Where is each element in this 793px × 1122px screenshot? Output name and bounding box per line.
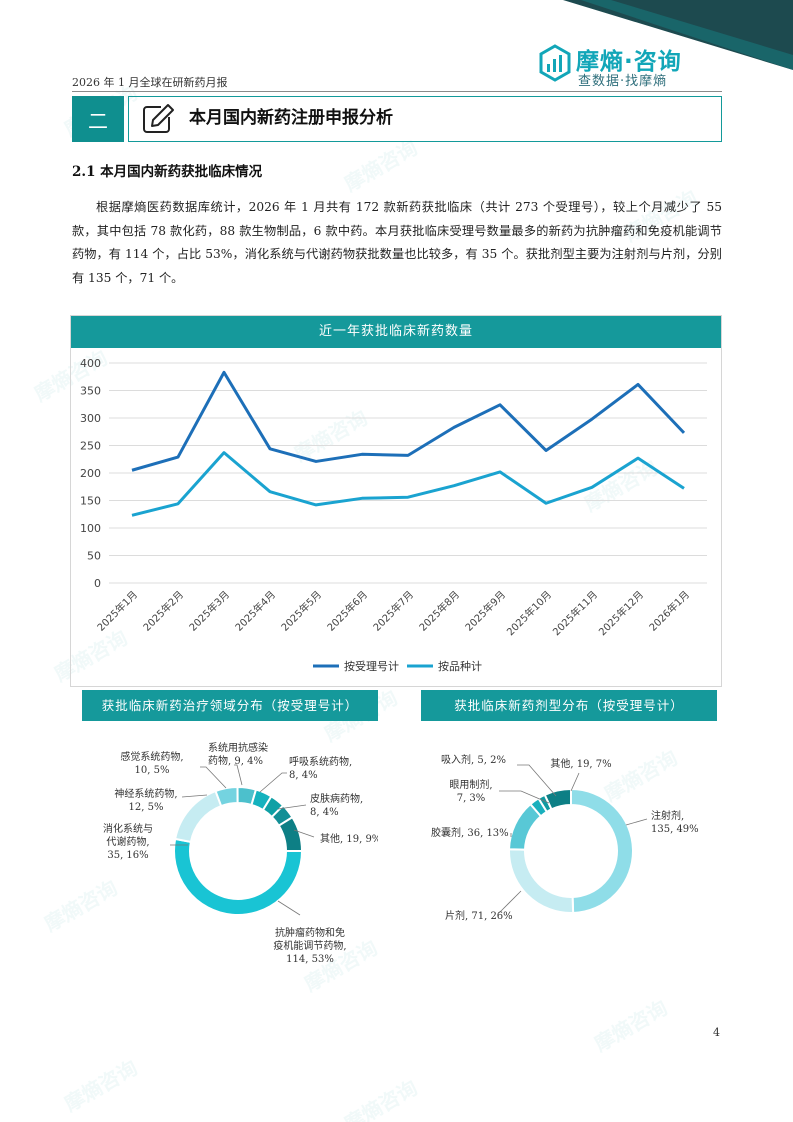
donut-label: 7, 3% xyxy=(457,793,486,804)
logo-name: 摩熵·咨询 xyxy=(576,49,682,75)
subsection-heading: 2.1 本月国内新药获批临床情况 xyxy=(72,164,263,180)
page-number: 4 xyxy=(713,1026,720,1039)
therapeutic-area-title: 获批临床新药治疗领域分布（按受理号计） xyxy=(82,690,378,721)
edit-pencil-icon xyxy=(143,104,174,133)
x-tick-label: 2026年1月 xyxy=(646,588,692,634)
leader-line xyxy=(625,818,648,826)
y-tick-label: 350 xyxy=(80,385,101,398)
donut-label: 消化系统与 xyxy=(103,822,153,835)
leader-line xyxy=(234,764,243,786)
report-title: 2026 年 1 月全球在研新药月报 xyxy=(72,76,228,89)
leader-line xyxy=(277,900,301,916)
x-tick-label: 2025年3月 xyxy=(186,588,232,634)
leader-line xyxy=(181,794,208,798)
x-tick-label: 2025年4月 xyxy=(232,588,278,634)
y-tick-label: 100 xyxy=(80,522,101,535)
series-line-2 xyxy=(131,451,685,517)
leader-line xyxy=(499,790,550,804)
section-title: 本月国内新药注册申报分析 xyxy=(189,108,393,128)
x-tick-label: 2025年1月 xyxy=(94,588,140,634)
donut-label: 其他, 19, 7% xyxy=(550,757,611,770)
y-tick-label: 300 xyxy=(80,412,101,425)
leader-line xyxy=(293,829,315,838)
y-tick-label: 150 xyxy=(80,495,101,508)
donut-label: 8, 4% xyxy=(289,770,318,781)
x-tick-label: 2025年2月 xyxy=(140,588,186,634)
donut-label: 114, 53% xyxy=(286,954,334,965)
section-number: 二 xyxy=(72,96,124,142)
series-line-1 xyxy=(131,370,686,472)
x-tick-label: 2025年7月 xyxy=(370,588,416,634)
donut-label: 眼用制剂, xyxy=(449,778,492,791)
leader-line xyxy=(259,772,287,793)
x-tick-label: 2025年9月 xyxy=(462,588,508,634)
y-tick-label: 400 xyxy=(80,357,101,370)
logo-slogan: 查数据·找摩熵 xyxy=(578,74,668,89)
leader-line xyxy=(517,764,557,797)
summary-paragraph: 根据摩熵医药数据库统计，2026 年 1 月共有 172 款新药获批临床（共计 … xyxy=(72,200,722,285)
dosage-form-donut: 吸入剂, 5, 2% 其他, 19, 7% 眼用制剂, 7, 3% 注射剂, 135, 4… xyxy=(431,753,699,922)
dosage-form-panel: 获批临床新药剂型分布（按受理号计） xyxy=(421,690,717,990)
x-tick-label: 2025年5月 xyxy=(278,588,324,634)
leader-line xyxy=(200,766,227,789)
donut-label: 8, 4% xyxy=(310,807,339,818)
y-tick-label: 250 xyxy=(80,440,101,453)
line-chart-panel: 近一年获批临床新药数量 0 50 100 150 200 250 300 350 400 2025… xyxy=(70,315,722,687)
logo-mark-icon xyxy=(539,44,571,82)
legend-label: 按品种计 xyxy=(438,659,482,673)
section-title-box: 本月国内新药注册申报分析 xyxy=(128,96,722,142)
donut-label: 注射剂, xyxy=(651,809,684,822)
leader-line xyxy=(570,772,580,792)
donut-label: 药物, 9, 4% xyxy=(208,754,263,767)
company-logo: 摩熵·咨询 查数据·找摩熵 xyxy=(538,42,708,89)
donut-label: 胶囊剂, 36, 13% xyxy=(431,826,509,839)
leader-line xyxy=(277,804,307,810)
x-tick-label: 2025年11月 xyxy=(550,588,600,638)
donut-label: 片剂, 71, 26% xyxy=(445,909,513,922)
dosage-form-title: 获批临床新药剂型分布（按受理号计） xyxy=(421,690,717,721)
watermark-text: 摩熵咨询 xyxy=(340,1075,422,1122)
donut-label: 抗肿瘤药物和免 xyxy=(275,926,345,939)
section-banner: 二 本月国内新药注册申报分析 xyxy=(72,96,722,142)
leader-line xyxy=(498,890,522,914)
y-tick-label: 200 xyxy=(80,467,101,480)
x-tick-label: 2025年10月 xyxy=(504,588,554,638)
line-chart-title: 近一年获批临床新药数量 xyxy=(71,316,721,348)
therapeutic-area-panel: 获批临床新药治疗领域分布（按受理号计） xyxy=(82,690,378,990)
x-tick-label: 2025年12月 xyxy=(596,588,646,638)
watermark-text: 摩熵咨询 xyxy=(590,995,672,1057)
donut-label: 系统用抗感染 xyxy=(208,741,268,754)
donut-label: 135, 49% xyxy=(651,824,699,835)
corner-band xyxy=(563,0,793,70)
donut-label: 呼吸系统药物, xyxy=(289,755,352,768)
x-tick-label: 2025年6月 xyxy=(324,588,370,634)
donut-label: 35, 16% xyxy=(107,850,148,861)
watermark-text: 摩熵咨询 xyxy=(60,1055,142,1117)
donut-label: 感觉系统药物, xyxy=(120,750,183,763)
donut-label: 神经系统药物, xyxy=(114,787,177,800)
donut-slice xyxy=(508,848,575,914)
donut-label: 吸入剂, 5, 2% xyxy=(441,753,506,766)
donut-label: 代谢药物, xyxy=(106,835,149,848)
y-tick-label: 50 xyxy=(87,550,101,563)
y-tick-label: 0 xyxy=(94,577,101,590)
donut-label: 12, 5% xyxy=(129,802,164,813)
donut-label: 疫机能调节药物, xyxy=(273,939,346,952)
donut-label: 其他, 19, 9% xyxy=(320,832,378,845)
donut-slice xyxy=(277,815,304,852)
donut-slice xyxy=(173,789,223,844)
header-divider xyxy=(72,91,722,92)
donut-slice xyxy=(570,787,634,914)
donut-label: 皮肤病药物, xyxy=(310,792,363,805)
x-tick-label: 2025年8月 xyxy=(416,588,462,634)
donut-label: 10, 5% xyxy=(135,765,170,776)
legend-label: 按受理号计 xyxy=(344,659,399,673)
